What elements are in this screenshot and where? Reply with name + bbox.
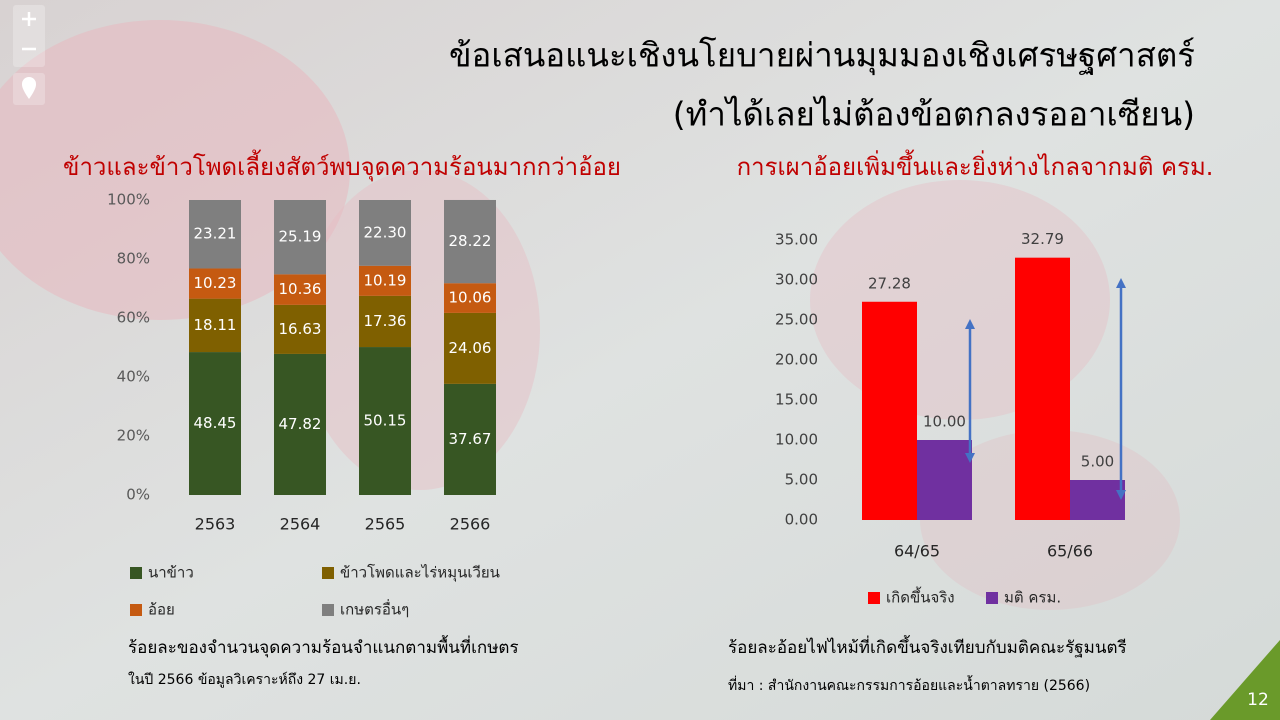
bar-segment [189, 200, 241, 269]
value-label: 10.19 [364, 271, 407, 289]
legend-swatch [322, 604, 334, 616]
bar-segment [444, 283, 496, 313]
value-label: 17.36 [364, 312, 407, 330]
x-tick-label: 64/65 [894, 542, 940, 561]
value-label: 32.79 [1021, 230, 1064, 248]
bar-segment [359, 265, 411, 296]
x-tick-label: 2566 [450, 515, 491, 534]
page-number: 12 [1247, 690, 1269, 710]
bar [1070, 480, 1125, 520]
bar-segment [274, 353, 326, 495]
y-tick-label: 25.00 [775, 311, 818, 329]
value-label: 5.00 [1081, 453, 1114, 471]
x-tick-label: 2565 [365, 515, 406, 534]
value-label: 10.36 [279, 280, 322, 298]
value-label: 24.06 [449, 339, 492, 357]
zoom-icons [22, 12, 36, 51]
y-tick-label: 5.00 [785, 471, 818, 489]
y-tick-label: 0.00 [785, 511, 818, 529]
map-region [300, 170, 540, 490]
value-label: 16.63 [279, 320, 322, 338]
bar [917, 440, 972, 520]
y-tick-label: 40% [117, 368, 150, 386]
x-tick-label: 2563 [195, 515, 236, 534]
y-tick-label: 30.00 [775, 271, 818, 289]
y-tick-label: 10.00 [775, 431, 818, 449]
legend-swatch [130, 604, 142, 616]
bar-segment [274, 304, 326, 354]
bar-segment [189, 268, 241, 299]
bar-segment [359, 347, 411, 495]
value-label: 25.19 [279, 228, 322, 246]
y-tick-label: 35.00 [775, 231, 818, 249]
legend-label: นาข้าว [148, 564, 194, 582]
bar-segment [444, 312, 496, 384]
y-tick-label: 0% [126, 486, 150, 504]
value-label: 47.82 [279, 415, 322, 433]
bar-segment [359, 295, 411, 348]
slide-subtitle: (ทำได้เลยไม่ต้องข้อตกลงรออาเซียน) [673, 95, 1195, 134]
value-label: 10.23 [194, 274, 237, 292]
legend-swatch [322, 567, 334, 579]
value-label: 37.67 [449, 430, 492, 448]
legend-label: มติ ครม. [1004, 589, 1061, 607]
legend-label: เกษตรอื่นๆ [340, 599, 409, 619]
chart-caption: ร้อยละอ้อยไฟไหม้ที่เกิดขึ้นจริงเทียบกับม… [728, 635, 1127, 658]
value-label: 23.21 [194, 225, 237, 243]
legend-swatch [130, 567, 142, 579]
legend-label: ข้าวโพดและไร่หมุนเวียน [340, 564, 500, 583]
x-tick-label: 65/66 [1047, 542, 1093, 561]
bar-segment [274, 200, 326, 275]
bar-segment [359, 200, 411, 266]
bar-segment [444, 383, 496, 495]
bar-segment [444, 199, 496, 284]
x-tick-label: 2564 [280, 515, 321, 534]
value-label: 10.00 [923, 413, 966, 431]
chart-title: การเผาอ้อยเพิ่มขึ้นและยิ่งห่างไกลจากมติ … [737, 149, 1214, 181]
map-region [0, 20, 350, 320]
chart-note: ที่มา : สำนักงานคณะกรรมการอ้อยและน้ำตาลท… [728, 675, 1090, 694]
value-label: 27.28 [868, 274, 911, 292]
bar [1015, 257, 1070, 520]
y-tick-label: 20% [117, 427, 150, 445]
legend-label: เกิดขึ้นจริง [886, 587, 955, 607]
value-label: 18.11 [194, 316, 237, 334]
zoom-control[interactable] [13, 5, 45, 67]
legend-swatch [868, 592, 880, 604]
y-tick-label: 60% [117, 309, 150, 327]
y-tick-label: 20.00 [775, 351, 818, 369]
value-label: 28.22 [449, 232, 492, 250]
chart-note: ในปี 2566 ข้อมูลวิเคราะห์ถึง 27 เม.ย. [128, 671, 361, 688]
locate-icon [22, 77, 36, 99]
value-label: 22.30 [364, 223, 407, 241]
bar-segment [189, 352, 241, 495]
value-label: 48.45 [194, 414, 237, 432]
value-label: 10.06 [449, 289, 492, 307]
chart-title: ข้าวและข้าวโพดเลี้ยงสัตว์พบจุดความร้อนมา… [63, 149, 621, 182]
map-controls[interactable] [13, 5, 45, 105]
y-tick-label: 15.00 [775, 391, 818, 409]
chart-caption: ร้อยละของจำนวนจุดความร้อนจำแนกตามพื้นที่… [128, 635, 519, 658]
value-label: 50.15 [364, 412, 407, 430]
bar-segment [274, 274, 326, 305]
legend-swatch [986, 592, 998, 604]
corner-decoration [1210, 640, 1280, 720]
y-tick-label: 80% [117, 250, 150, 268]
y-tick-label: 100% [107, 191, 150, 209]
bar-segment [189, 298, 241, 353]
bar [862, 301, 917, 520]
slide-title: ข้อเสนอแนะเชิงนโยบายผ่านมุมมองเชิงเศรษฐศ… [449, 36, 1195, 76]
legend-label: อ้อย [148, 601, 175, 619]
